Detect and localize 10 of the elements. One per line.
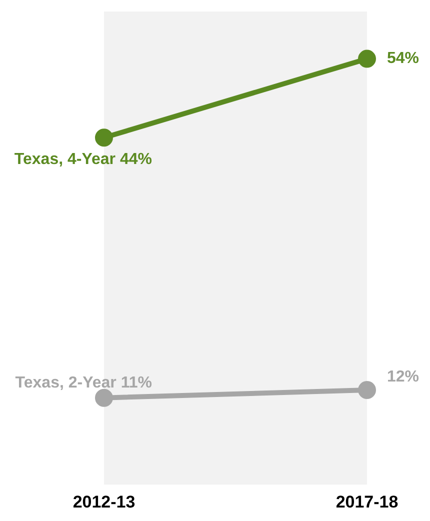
data-label: 54% xyxy=(387,50,420,68)
point xyxy=(95,128,113,147)
data-label: 12% xyxy=(387,368,420,386)
point xyxy=(358,50,376,68)
x-tick-label: 2017-18 xyxy=(336,492,398,512)
text: Texas, 2-Year 11% xyxy=(15,374,152,392)
text: Texas, 4-Year 44% xyxy=(14,151,152,168)
point xyxy=(358,380,376,399)
point xyxy=(95,388,113,407)
x-tick-label: 2012-13 xyxy=(72,492,136,512)
